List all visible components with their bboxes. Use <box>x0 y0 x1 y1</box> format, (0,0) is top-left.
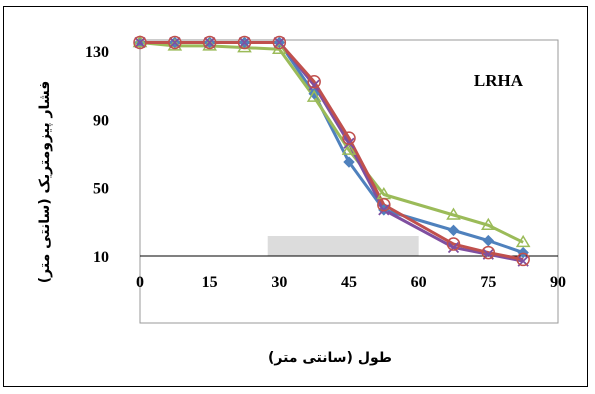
series-line-diamond <box>140 40 524 255</box>
data-point-triangle <box>481 217 496 230</box>
data-point-diamond <box>447 224 460 237</box>
y-tick-label: 130 <box>85 44 109 61</box>
data-point-circle <box>516 252 530 267</box>
series-line-triangle <box>139 40 524 244</box>
series-annotation: LRHA <box>474 71 524 90</box>
data-point-diamond <box>482 234 495 247</box>
x-tick-label: 0 <box>136 274 144 291</box>
x-tick-label: 90 <box>550 274 566 291</box>
y-tick-label: 10 <box>93 249 109 266</box>
y-tick-label: 90 <box>93 112 109 129</box>
data-point-diamond <box>343 156 355 168</box>
data-point-x <box>343 137 355 149</box>
x-tick-label: 60 <box>411 274 427 291</box>
data-point-circle <box>133 35 147 50</box>
data-point-circle <box>342 131 356 145</box>
data-point-triangle <box>132 35 148 48</box>
y-axis-title: فشار پیزومتریک (سانتی متر) <box>37 81 53 283</box>
data-point-triangle <box>515 234 531 248</box>
data-point-x <box>447 241 460 254</box>
data-point-x <box>238 36 251 49</box>
data-point-x <box>204 36 216 49</box>
series-line-x <box>140 40 524 263</box>
data-point-circle <box>202 35 217 50</box>
data-point-circle <box>272 35 287 50</box>
data-point-circle <box>446 237 461 251</box>
data-point-diamond <box>517 246 529 259</box>
x-tick-label: 15 <box>202 274 218 291</box>
data-point-circle <box>377 198 391 212</box>
x-axis-title: طول (سانتی متر) <box>268 350 392 366</box>
data-point-circle <box>168 35 182 50</box>
data-point-circle <box>481 245 496 260</box>
data-point-x <box>273 36 285 49</box>
x-tick-label: 45 <box>341 274 357 291</box>
data-point-circle <box>237 35 252 50</box>
x-tick-label: 30 <box>271 274 287 291</box>
data-point-triangle <box>306 89 322 102</box>
data-point-x <box>134 36 146 49</box>
data-point-circle <box>307 75 321 89</box>
y-tick-label: 50 <box>93 181 109 198</box>
data-point-triangle <box>341 142 357 155</box>
data-point-triangle <box>446 207 461 220</box>
x-tick-label: 75 <box>480 274 496 291</box>
plot-area <box>139 39 559 324</box>
data-point-x <box>378 204 390 216</box>
data-point-x <box>169 36 181 49</box>
data-point-x <box>308 79 320 91</box>
series-line-circle <box>140 40 524 261</box>
shaded-region <box>267 236 419 256</box>
